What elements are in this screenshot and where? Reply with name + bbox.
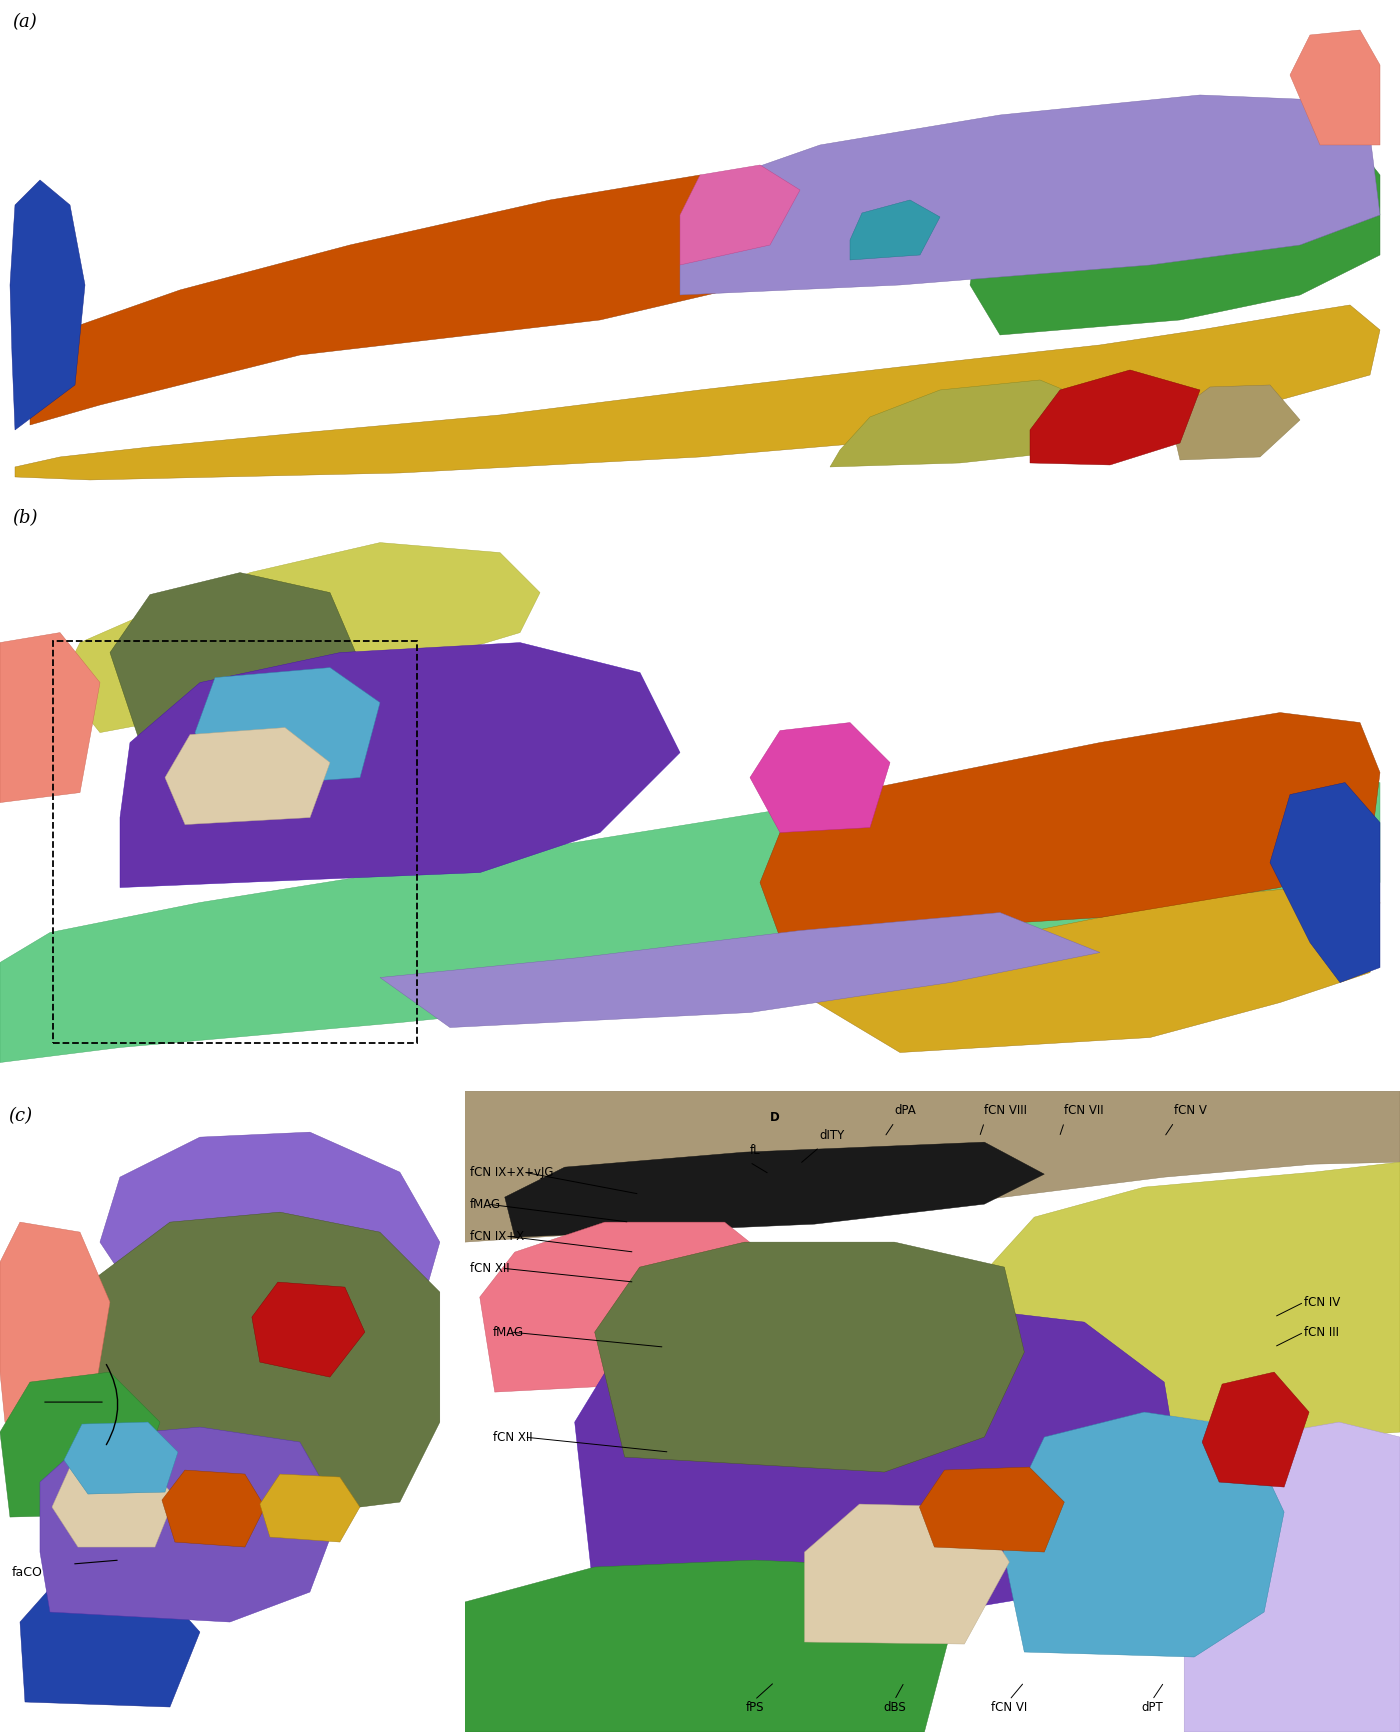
Polygon shape: [260, 1474, 360, 1541]
Polygon shape: [850, 199, 939, 260]
Polygon shape: [505, 1141, 1044, 1237]
Polygon shape: [680, 95, 1380, 294]
Polygon shape: [0, 1372, 160, 1517]
Polygon shape: [41, 1427, 340, 1623]
Text: fMAG: fMAG: [470, 1197, 501, 1211]
Polygon shape: [29, 175, 820, 424]
Text: fMAG: fMAG: [493, 1325, 524, 1339]
Polygon shape: [99, 1133, 440, 1342]
Polygon shape: [1289, 29, 1380, 145]
Polygon shape: [680, 165, 799, 265]
Text: D: D: [770, 1112, 780, 1124]
Polygon shape: [0, 1223, 111, 1422]
Text: fL: fL: [749, 1145, 760, 1157]
Polygon shape: [1203, 1372, 1309, 1488]
Polygon shape: [111, 573, 360, 743]
Polygon shape: [70, 1212, 440, 1517]
Text: faCO: faCO: [13, 1566, 43, 1578]
Polygon shape: [20, 1578, 200, 1708]
Polygon shape: [10, 180, 85, 430]
Polygon shape: [0, 632, 99, 802]
Polygon shape: [1030, 371, 1200, 464]
Bar: [53, 641, 417, 1043]
Polygon shape: [120, 643, 680, 887]
Polygon shape: [195, 667, 379, 788]
Polygon shape: [1170, 385, 1301, 461]
Text: fCN V: fCN V: [1175, 1105, 1207, 1117]
Text: fCN VII: fCN VII: [1064, 1105, 1105, 1117]
Text: dPA: dPA: [895, 1105, 916, 1117]
Polygon shape: [1184, 1422, 1400, 1732]
Text: fCN XII: fCN XII: [493, 1431, 532, 1443]
Text: fCN III: fCN III: [1303, 1325, 1338, 1339]
Text: dBS: dBS: [883, 1701, 906, 1715]
Polygon shape: [465, 1561, 955, 1732]
Polygon shape: [379, 913, 1100, 1027]
Polygon shape: [52, 1462, 175, 1547]
Text: fCN IX+X+vJG: fCN IX+X+vJG: [470, 1166, 553, 1179]
Polygon shape: [1270, 783, 1380, 982]
Polygon shape: [162, 1470, 265, 1547]
Text: fCN IX+X: fCN IX+X: [470, 1230, 524, 1242]
Polygon shape: [984, 1162, 1400, 1438]
Polygon shape: [830, 379, 1100, 468]
Polygon shape: [805, 1503, 1009, 1644]
Polygon shape: [970, 111, 1380, 334]
Polygon shape: [575, 1302, 1184, 1612]
Polygon shape: [760, 712, 1380, 937]
Polygon shape: [480, 1223, 774, 1393]
Polygon shape: [252, 1282, 365, 1377]
Polygon shape: [64, 1422, 178, 1495]
Polygon shape: [920, 1467, 1064, 1552]
Polygon shape: [15, 305, 1380, 480]
Polygon shape: [1000, 1412, 1284, 1658]
Text: fCN XII: fCN XII: [470, 1261, 510, 1275]
Text: (b): (b): [13, 509, 38, 527]
Text: dITY: dITY: [819, 1129, 844, 1141]
Text: fCN IV: fCN IV: [1303, 1296, 1340, 1309]
Polygon shape: [465, 1091, 1400, 1242]
Text: (c): (c): [8, 1107, 32, 1126]
Text: (a): (a): [13, 14, 36, 31]
Text: dPT: dPT: [1141, 1701, 1163, 1715]
Text: fCN VIII: fCN VIII: [984, 1105, 1028, 1117]
Polygon shape: [60, 542, 540, 733]
Polygon shape: [0, 762, 1380, 1062]
Polygon shape: [750, 722, 890, 833]
Text: fCN VI: fCN VI: [991, 1701, 1028, 1715]
Polygon shape: [799, 883, 1380, 1053]
Polygon shape: [165, 727, 330, 824]
Polygon shape: [595, 1242, 1025, 1472]
Text: cCQ: cCQ: [13, 1396, 38, 1408]
Text: fPS: fPS: [745, 1701, 764, 1715]
